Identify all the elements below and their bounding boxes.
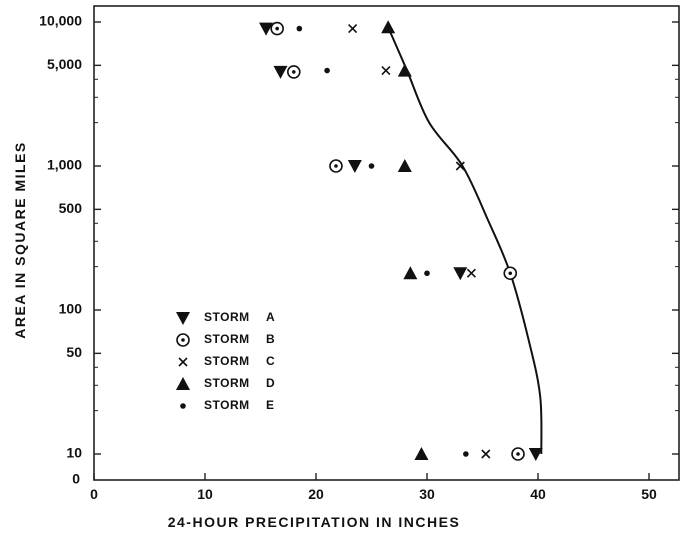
storm-d-legend-letter: D [266, 376, 275, 390]
storm-b-point [329, 159, 343, 173]
y-tick-label: 10,000 [39, 13, 82, 29]
storm-b-legend-marker [176, 333, 190, 347]
storm-a-legend-marker [176, 312, 190, 325]
x-tick-label: 20 [308, 486, 324, 502]
storm-b-legend-letter: B [266, 332, 275, 346]
y-tick-label: 50 [66, 344, 82, 360]
storm-e-legend-label: STORM [204, 398, 250, 412]
storm-a-point [347, 160, 362, 173]
legend: STORM A STORM B STORM C STORM D STORM E [176, 310, 275, 412]
storm-d-point [403, 266, 418, 280]
x-tick-label: 30 [419, 486, 435, 502]
storm-d-legend-marker [176, 377, 190, 390]
storm-c-point [455, 161, 465, 171]
storm-c-point [466, 268, 476, 278]
storm-a-legend-label: STORM [204, 310, 250, 324]
x-tick-label: 40 [530, 486, 546, 502]
plot-frame [93, 5, 680, 481]
storm-d-point [397, 159, 412, 172]
y-tick-label: 10 [66, 445, 82, 461]
x-axis-label: 24-HOUR PRECIPITATION IN INCHES [168, 514, 461, 530]
storm-a-point [453, 267, 468, 281]
storm-b-legend-label: STORM [204, 332, 250, 346]
storm-a-point [259, 22, 274, 36]
storm-e-point [368, 163, 375, 169]
y-tick-label: 500 [59, 200, 83, 216]
storm-b-point [511, 447, 525, 461]
x-axis-ticks: 0 10 20 30 40 50 [90, 473, 657, 502]
storm-c-legend-marker [178, 357, 188, 367]
data-points [259, 20, 543, 461]
y-tick-label: 100 [59, 301, 83, 317]
storm-c-legend-letter: C [266, 354, 275, 368]
envelope-curve [387, 26, 543, 455]
y-tick-label: 5,000 [47, 56, 82, 72]
storm-b-point [270, 21, 284, 36]
storm-e-legend-marker [180, 403, 186, 409]
storm-b-point [286, 65, 301, 79]
storm-d-point [397, 63, 412, 77]
storm-e-point [324, 67, 330, 74]
storm-d-point [414, 447, 429, 460]
storm-d-point [381, 20, 396, 34]
y-axis-label: AREA IN SQUARE MILES [12, 141, 28, 339]
x-tick-label: 50 [641, 486, 657, 502]
storm-d-legend-label: STORM [204, 376, 250, 390]
storm-c-legend-label: STORM [204, 354, 250, 368]
x-tick-label: 10 [197, 486, 213, 502]
storm-e-point [424, 270, 430, 277]
storm-e-legend-letter: E [266, 398, 275, 412]
y-tick-label: 1,000 [47, 157, 82, 173]
y-zero-label: 0 [72, 471, 80, 487]
storm-b-point [503, 266, 518, 281]
storm-c-point [481, 449, 491, 459]
x-tick-label: 0 [90, 486, 98, 502]
y-axis-ticks: 10,000 5,000 1,000 500 100 50 10 [39, 13, 679, 461]
storm-a-point [528, 448, 543, 461]
storm-c-point [381, 65, 391, 76]
storm-c-point [348, 24, 358, 34]
storm-e-point [296, 25, 303, 32]
storm-a-legend-letter: A [266, 310, 275, 324]
storm-e-point [463, 451, 469, 457]
storm-a-point [273, 65, 288, 79]
